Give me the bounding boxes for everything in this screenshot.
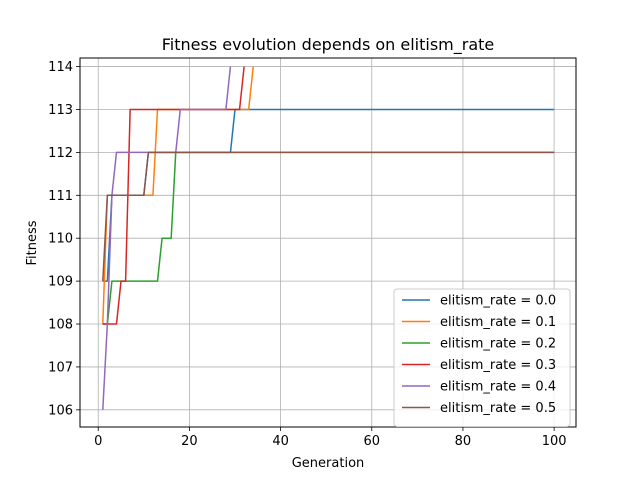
axis-ticks: 0 20 40 60 80 100 106 107 108 109 110 111 112 113 114	[48, 60, 566, 449]
x-tick-label: 80	[455, 434, 472, 449]
y-tick-label: 107	[48, 360, 73, 375]
legend-label: elitism_rate = 0.0	[440, 294, 556, 309]
legend: elitism_rate = 0.0 elitism_rate = 0.1 elit…	[393, 288, 571, 427]
y-tick-label: 109	[48, 275, 73, 290]
y-tick-label: 110	[48, 232, 73, 247]
x-tick-label: 0	[94, 434, 102, 449]
y-tick-label: 106	[48, 403, 73, 418]
legend-label: elitism_rate = 0.2	[440, 337, 556, 352]
x-tick-label: 40	[272, 434, 289, 449]
legend-box	[393, 288, 571, 427]
y-axis-title: Fitness	[25, 220, 40, 265]
legend-label: elitism_rate = 0.4	[440, 380, 556, 395]
series-line-3	[102, 66, 245, 325]
legend-label: elitism_rate = 0.3	[440, 358, 556, 373]
y-tick-label: 114	[48, 60, 73, 75]
series-line-4	[102, 66, 232, 410]
series-lines	[102, 66, 555, 410]
x-axis-title: Generation	[292, 456, 365, 471]
y-tick-label: 112	[48, 146, 73, 161]
chart-title: Fitness evolution depends on elitism_rat…	[162, 35, 495, 55]
plot-frame	[79, 57, 577, 428]
y-tick-label: 111	[48, 189, 73, 204]
x-tick-label: 60	[363, 434, 380, 449]
x-tick-label: 20	[181, 434, 198, 449]
series-line-2	[102, 151, 555, 325]
legend-label: elitism_rate = 0.1	[440, 315, 556, 330]
x-tick-label: 100	[542, 434, 567, 449]
series-line-5	[102, 151, 555, 282]
legend-label: elitism_rate = 0.5	[440, 401, 556, 416]
y-tick-label: 113	[48, 103, 73, 118]
y-tick-label: 108	[48, 318, 73, 333]
